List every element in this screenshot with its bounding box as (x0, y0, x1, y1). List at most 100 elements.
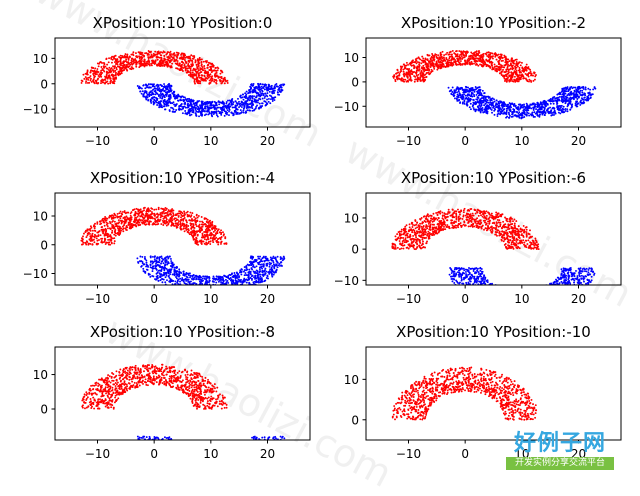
data-point (421, 70, 423, 72)
data-point (143, 60, 145, 62)
data-point (456, 91, 458, 93)
data-point (148, 211, 150, 213)
data-point (96, 237, 98, 239)
data-point (520, 64, 522, 66)
data-point (251, 83, 253, 85)
data-point (165, 86, 167, 88)
data-point (167, 105, 169, 107)
data-point (102, 81, 104, 83)
data-point (489, 57, 491, 59)
data-point (201, 102, 203, 104)
data-point (496, 65, 498, 67)
data-point (206, 67, 208, 69)
data-point (455, 60, 457, 62)
data-point (196, 115, 198, 117)
data-point (216, 114, 218, 116)
data-point (525, 107, 527, 109)
data-point (456, 98, 458, 100)
data-point (122, 230, 124, 232)
data-point (165, 209, 167, 211)
data-point (139, 51, 141, 53)
data-point (190, 231, 192, 233)
data-point (119, 61, 121, 63)
data-point (401, 67, 403, 69)
data-point (453, 64, 455, 66)
data-point (499, 56, 501, 58)
data-point (436, 56, 438, 58)
data-point (514, 76, 516, 78)
data-point (133, 209, 135, 211)
data-point (183, 65, 185, 67)
data-point (86, 72, 88, 74)
data-point (128, 59, 130, 61)
data-point (153, 53, 155, 55)
data-point (512, 73, 514, 75)
data-point (147, 100, 149, 102)
data-point (481, 61, 483, 63)
data-point (170, 213, 172, 215)
data-point (409, 71, 411, 73)
data-point (198, 115, 200, 117)
x-tick-label: 10 (514, 134, 529, 148)
data-point (449, 59, 451, 61)
data-point (449, 56, 451, 58)
data-point (196, 64, 198, 66)
data-point (281, 87, 283, 89)
data-point (503, 109, 505, 111)
data-point (400, 80, 402, 82)
data-point (193, 55, 195, 57)
data-point (237, 103, 239, 105)
data-point (516, 111, 518, 113)
data-point (579, 90, 581, 92)
data-point (494, 114, 496, 116)
data-point (103, 65, 105, 67)
data-point (581, 86, 583, 88)
data-point (530, 80, 532, 82)
data-point (217, 66, 219, 68)
data-point (489, 53, 491, 55)
data-point (266, 92, 268, 94)
data-point (92, 230, 94, 232)
data-point (113, 227, 115, 229)
data-point (425, 58, 427, 60)
data-point (448, 57, 450, 59)
data-point (251, 100, 253, 102)
data-point (172, 212, 174, 214)
data-point (493, 98, 495, 100)
data-point (160, 51, 162, 53)
data-point (197, 108, 199, 110)
data-point (258, 98, 260, 100)
data-point (166, 59, 168, 61)
data-point (569, 94, 571, 96)
data-point (201, 243, 203, 245)
data-point (431, 53, 433, 55)
data-point (160, 61, 162, 63)
data-point (571, 103, 573, 105)
data-point (140, 61, 142, 63)
data-point (538, 103, 540, 105)
data-point (208, 241, 210, 243)
data-point (85, 76, 87, 78)
data-point (224, 115, 226, 117)
data-point (183, 227, 185, 229)
data-point (491, 112, 493, 114)
data-point (473, 109, 475, 111)
data-point (575, 92, 577, 94)
data-point (220, 238, 222, 240)
data-point (194, 80, 196, 82)
data-point (139, 86, 141, 88)
data-point (512, 103, 514, 105)
data-point (397, 78, 399, 80)
data-point (154, 93, 156, 95)
data-point (253, 91, 255, 93)
data-point (576, 95, 578, 97)
data-point (246, 100, 248, 102)
data-point (420, 62, 422, 64)
data-point (203, 61, 205, 63)
data-point (203, 231, 205, 233)
data-point (106, 233, 108, 235)
data-point (449, 53, 451, 55)
data-point (141, 221, 143, 223)
data-point (563, 93, 565, 95)
data-point (443, 54, 445, 56)
